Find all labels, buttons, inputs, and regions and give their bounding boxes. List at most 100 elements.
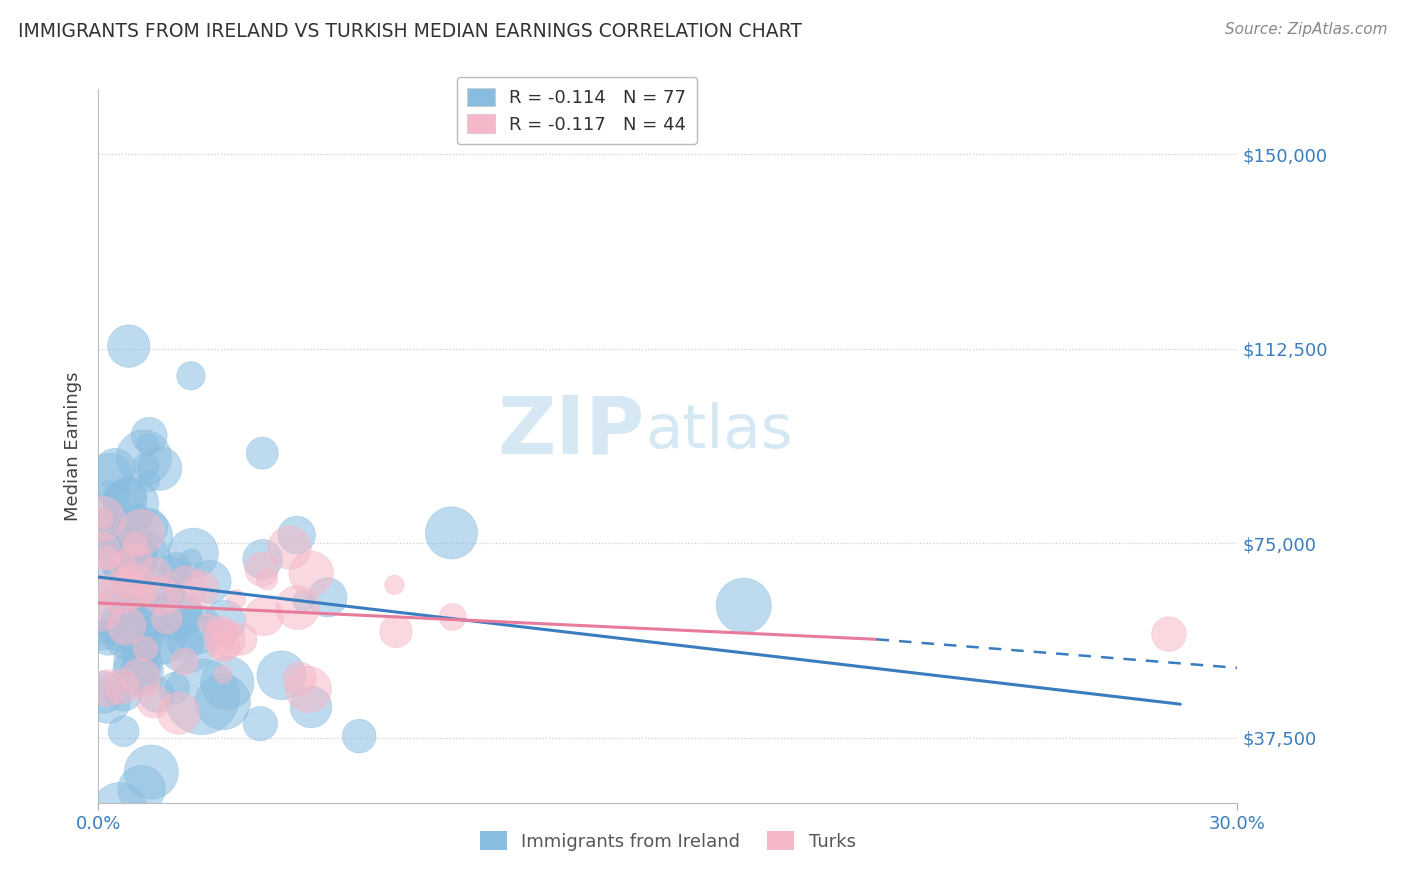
Point bbox=[135, 530, 157, 544]
Point bbox=[124, 554, 146, 568]
Point bbox=[142, 694, 165, 708]
Point bbox=[173, 655, 195, 669]
Point bbox=[111, 558, 134, 572]
Point bbox=[124, 512, 146, 526]
Point bbox=[299, 566, 322, 581]
Point bbox=[160, 586, 183, 600]
Point bbox=[212, 667, 235, 681]
Point bbox=[149, 461, 172, 475]
Point bbox=[214, 615, 236, 629]
Point bbox=[104, 462, 127, 476]
Point bbox=[211, 695, 233, 709]
Point bbox=[110, 558, 132, 573]
Legend: Immigrants from Ireland, Turks: Immigrants from Ireland, Turks bbox=[472, 824, 863, 858]
Point bbox=[91, 545, 114, 559]
Point bbox=[145, 687, 167, 701]
Point bbox=[124, 605, 146, 619]
Point bbox=[134, 640, 156, 655]
Point bbox=[141, 765, 163, 780]
Point bbox=[120, 487, 142, 501]
Point bbox=[174, 581, 197, 595]
Point bbox=[145, 565, 167, 579]
Point bbox=[347, 729, 370, 743]
Point bbox=[112, 724, 135, 739]
Point bbox=[138, 428, 160, 442]
Point bbox=[114, 495, 136, 509]
Point bbox=[120, 497, 142, 511]
Point bbox=[138, 520, 160, 534]
Point bbox=[229, 632, 252, 647]
Point bbox=[249, 716, 271, 731]
Text: Source: ZipAtlas.com: Source: ZipAtlas.com bbox=[1225, 22, 1388, 37]
Point bbox=[253, 609, 276, 624]
Point bbox=[195, 615, 218, 630]
Point bbox=[156, 612, 179, 626]
Point bbox=[214, 625, 236, 640]
Point bbox=[112, 620, 135, 634]
Point bbox=[125, 543, 148, 558]
Point bbox=[91, 511, 114, 525]
Point bbox=[138, 474, 160, 488]
Point bbox=[250, 562, 273, 576]
Point bbox=[97, 485, 120, 500]
Point bbox=[252, 552, 274, 566]
Point bbox=[217, 675, 239, 690]
Point bbox=[441, 610, 464, 624]
Point bbox=[118, 625, 141, 640]
Point bbox=[97, 630, 120, 644]
Point bbox=[118, 339, 141, 353]
Point bbox=[103, 574, 125, 589]
Point bbox=[167, 706, 190, 720]
Point bbox=[256, 572, 278, 586]
Point bbox=[129, 671, 152, 685]
Point bbox=[96, 681, 118, 695]
Point bbox=[180, 553, 202, 567]
Point bbox=[252, 446, 274, 460]
Text: ZIP: ZIP bbox=[498, 392, 645, 471]
Point bbox=[135, 458, 157, 473]
Point bbox=[214, 632, 236, 647]
Point bbox=[212, 640, 235, 654]
Point bbox=[169, 571, 191, 585]
Point bbox=[91, 580, 114, 594]
Point bbox=[292, 594, 315, 608]
Point bbox=[91, 541, 114, 555]
Point bbox=[174, 635, 197, 649]
Point bbox=[225, 592, 247, 607]
Point bbox=[101, 517, 124, 532]
Point bbox=[287, 600, 309, 615]
Point bbox=[191, 690, 214, 704]
Point bbox=[124, 537, 146, 551]
Point bbox=[174, 634, 197, 648]
Point bbox=[297, 682, 319, 697]
Point bbox=[316, 591, 339, 605]
Point bbox=[91, 501, 114, 516]
Point bbox=[285, 528, 308, 542]
Point bbox=[91, 606, 114, 620]
Point bbox=[132, 450, 155, 465]
Point bbox=[131, 525, 153, 540]
Point bbox=[125, 665, 148, 679]
Point bbox=[150, 633, 173, 648]
Point bbox=[180, 368, 202, 383]
Point bbox=[150, 588, 173, 602]
Point bbox=[110, 585, 132, 599]
Point bbox=[129, 611, 152, 625]
Point bbox=[440, 525, 463, 540]
Point bbox=[131, 664, 153, 678]
Point bbox=[1157, 627, 1180, 641]
Point bbox=[93, 685, 115, 699]
Point bbox=[212, 640, 235, 654]
Point bbox=[209, 624, 232, 639]
Point bbox=[94, 625, 117, 640]
Point bbox=[91, 629, 114, 643]
Point bbox=[142, 628, 165, 642]
Point bbox=[172, 606, 194, 620]
Point bbox=[115, 618, 138, 632]
Point bbox=[163, 681, 186, 696]
Point bbox=[136, 438, 159, 452]
Point bbox=[111, 612, 134, 626]
Point bbox=[134, 585, 156, 599]
Point bbox=[128, 594, 150, 608]
Point bbox=[105, 489, 128, 503]
